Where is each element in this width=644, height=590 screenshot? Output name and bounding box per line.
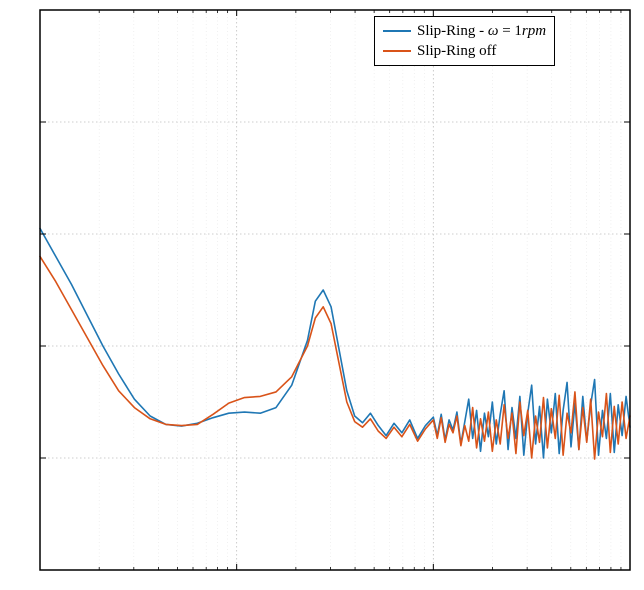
legend: Slip-Ring - ω = 1rpm Slip-Ring off: [374, 16, 555, 66]
legend-label: Slip-Ring - ω = 1rpm: [417, 23, 546, 40]
legend-item-1: Slip-Ring off: [383, 41, 546, 61]
chart-container: Slip-Ring - ω = 1rpm Slip-Ring off: [0, 0, 644, 590]
legend-label: Slip-Ring off: [417, 43, 496, 60]
legend-swatch: [383, 30, 411, 32]
legend-item-0: Slip-Ring - ω = 1rpm: [383, 21, 546, 41]
legend-swatch: [383, 50, 411, 52]
chart-svg: [0, 0, 644, 590]
